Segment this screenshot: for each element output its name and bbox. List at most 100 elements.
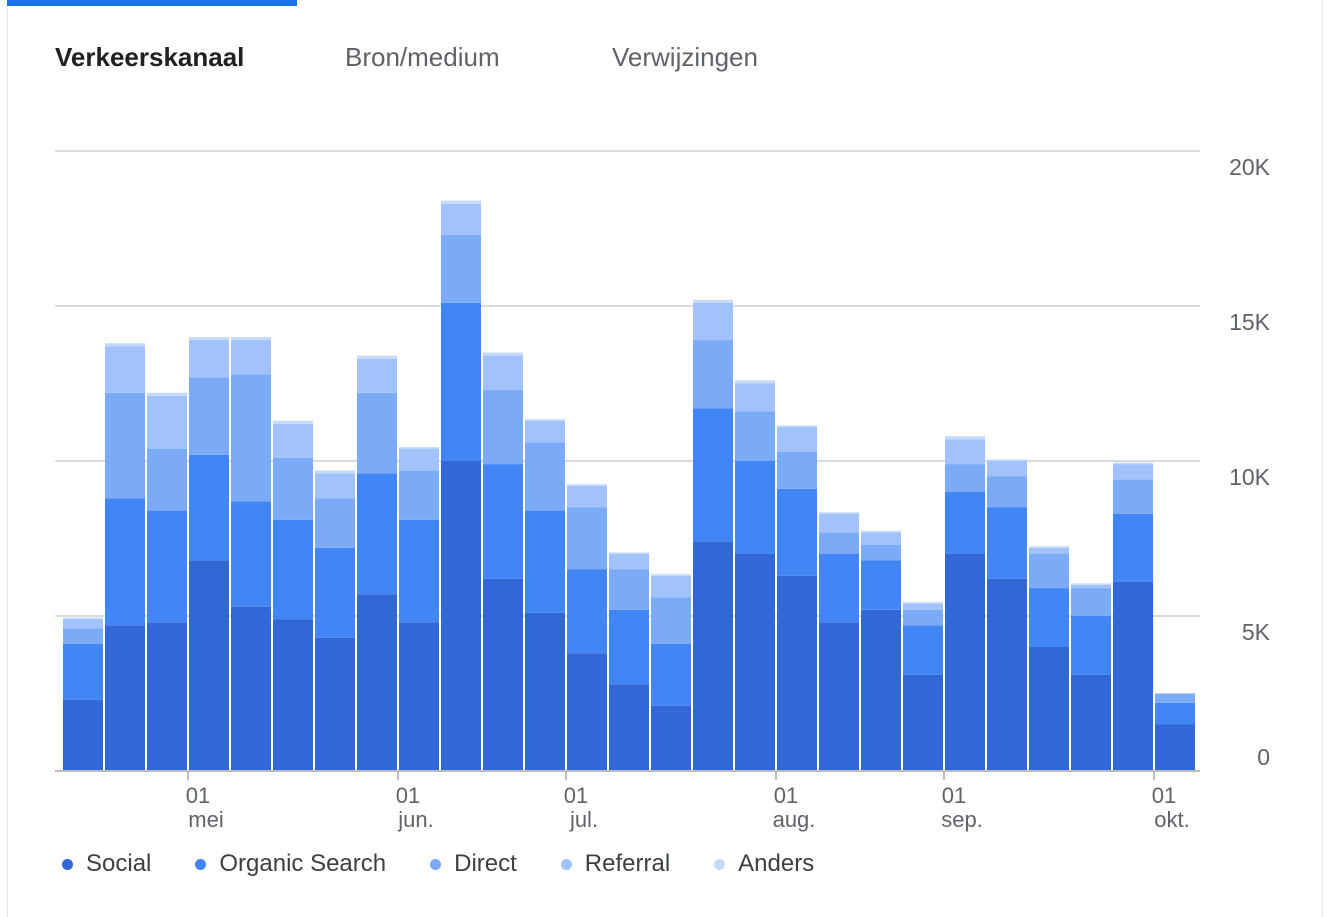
bar-social [105, 625, 145, 771]
tab-verwijzingen[interactable]: Verwijzingen [612, 42, 758, 72]
bar-direct [1113, 479, 1153, 514]
bar-social [777, 575, 817, 771]
bar-anders [987, 459, 1027, 461]
y-tick-label: 20K [1229, 154, 1271, 180]
bar-referral [609, 554, 649, 570]
x-tick-month-label: jul. [569, 807, 598, 832]
bar-anders [399, 447, 439, 449]
bar-social [399, 622, 439, 771]
bar-social [147, 622, 187, 771]
bar-direct [147, 448, 187, 511]
bar-anders [441, 200, 481, 204]
bar-direct [105, 392, 145, 499]
bar-referral [651, 575, 691, 598]
x-tick-month-label: okt. [1154, 807, 1189, 832]
legend-dot-anders [714, 858, 726, 870]
legend-item-social[interactable]: Social [62, 850, 151, 878]
bar-referral [567, 485, 607, 508]
bar-social [693, 541, 733, 771]
bar-direct [441, 234, 481, 303]
x-tick-day-label: 01 [942, 783, 966, 808]
bar-referral [693, 302, 733, 341]
legend-label-referral: Referral [584, 850, 671, 877]
bar-direct [693, 340, 733, 409]
bar-referral [441, 203, 481, 235]
bar-direct [651, 597, 691, 644]
bar-anders [525, 419, 565, 421]
bar-organic-search [609, 609, 649, 685]
bar-direct [735, 411, 775, 461]
bar-organic-search [861, 560, 901, 610]
bar-organic-search [693, 408, 733, 542]
bar-referral [399, 448, 439, 471]
bar-social [63, 699, 103, 771]
legend-item-direct[interactable]: Direct [430, 850, 517, 878]
bar-direct [273, 457, 313, 520]
bar-anders [63, 617, 103, 620]
bar-organic-search [567, 569, 607, 654]
bar-anders [1071, 583, 1111, 585]
bar-organic-search [1113, 513, 1153, 582]
bar-direct [1029, 554, 1069, 589]
x-tick-month-label: mei [188, 807, 223, 832]
bar-social [819, 622, 859, 771]
tab-verkeerskanaal[interactable]: Verkeerskanaal [55, 42, 245, 72]
bar-referral [1029, 547, 1069, 554]
bar-referral [903, 603, 943, 610]
bar-organic-search [945, 492, 985, 554]
x-tick-month-label: sep. [941, 807, 983, 832]
legend-label-social: Social [86, 850, 152, 877]
bar-anders [315, 470, 355, 474]
bar-social [1113, 581, 1153, 771]
bar-social [231, 606, 271, 771]
x-tick-day-label: 01 [1152, 783, 1176, 808]
bar-organic-search [987, 507, 1027, 579]
legend-item-referral[interactable]: Referral [560, 850, 671, 878]
legend-label-organic-search: Organic Search [219, 850, 387, 877]
bar-social [651, 705, 691, 771]
legend-item-organic-search[interactable]: Organic Search [195, 850, 386, 878]
y-tick-label: 10K [1229, 464, 1271, 490]
bar-referral [189, 340, 229, 378]
tab-bron-medium[interactable]: Bron/medium [345, 42, 500, 72]
active-section-indicator [7, 0, 297, 6]
bar-referral [105, 346, 145, 393]
bar-anders [861, 530, 901, 533]
bar-direct [777, 451, 817, 489]
x-tick-day-label: 01 [186, 783, 210, 808]
bar-anders [105, 343, 145, 347]
bar-anders [1029, 546, 1069, 548]
bar-anders [819, 512, 859, 514]
bar-anders [735, 380, 775, 384]
bar-direct [987, 476, 1027, 508]
bar-anders [1113, 462, 1153, 465]
bar-anders [651, 574, 691, 576]
bar-anders [945, 436, 985, 440]
legend-dot-social [62, 858, 73, 870]
bar-referral [1113, 464, 1153, 480]
bar-referral [735, 383, 775, 412]
bar-social [525, 612, 565, 771]
bar-social [357, 594, 397, 771]
bar-organic-search [399, 519, 439, 623]
bar-anders [231, 337, 271, 341]
bar-direct [399, 470, 439, 520]
bar-anders [567, 484, 607, 486]
legend-dot-organic-search [195, 858, 207, 870]
legend-dot-referral [560, 858, 572, 870]
bar-organic-search [903, 625, 943, 675]
legend-item-anders[interactable]: Anders [714, 850, 814, 878]
bar-organic-search [1029, 588, 1069, 647]
x-tick-month-label: jun. [397, 807, 433, 832]
bar-social [945, 554, 985, 771]
bar-organic-search [189, 454, 229, 561]
y-tick-label: 15K [1229, 309, 1271, 335]
bar-direct [231, 374, 271, 502]
bar-social [483, 578, 523, 771]
bar-organic-search [357, 473, 397, 595]
bar-referral [861, 532, 901, 545]
stacked-bar-chart: 05K10K15K20K01mei01jun.01jul.01aug.01sep… [55, 150, 1271, 832]
y-tick-label: 5K [1242, 619, 1271, 645]
bar-organic-search [735, 461, 775, 554]
bar-social [987, 578, 1027, 771]
